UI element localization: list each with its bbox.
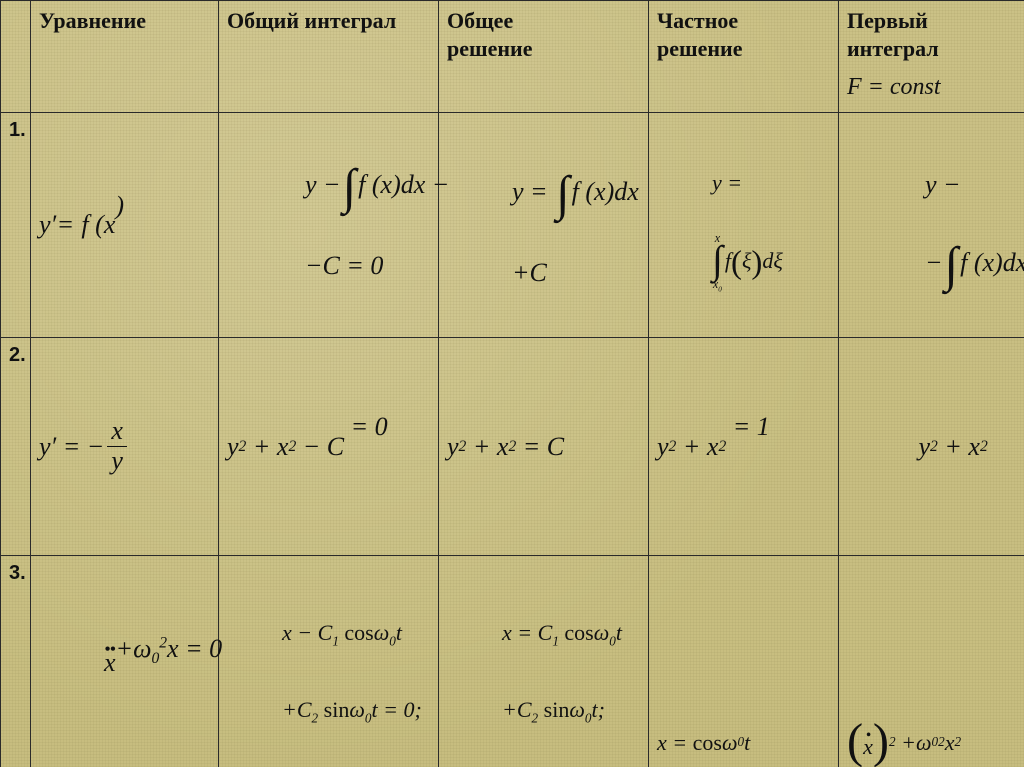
cell-general-solution: y = ∫f (x)dx +C	[439, 113, 649, 338]
header-num	[1, 1, 31, 113]
cell-first-integral: y2 + x2	[839, 337, 1024, 555]
row-number: 3.	[1, 555, 31, 767]
cell-first-integral: y − −∫f (x)dx	[839, 113, 1024, 338]
cell-particular-solution: x = cosω0t	[649, 555, 839, 767]
header-general-integral: Общий интеграл	[219, 1, 439, 113]
cell-general-integral: x − C1 cosω0t +C2 sinω0t = 0; x − A sin(…	[219, 555, 439, 767]
header-particular-solution-l1: Частное	[657, 8, 738, 33]
header-particular-solution: Частное решение	[649, 1, 839, 113]
table-row: 2. y′ = −xy y2 + x2 − C = 0 y2 + x2 = C …	[1, 337, 1024, 555]
row-number: 2.	[1, 337, 31, 555]
cell-particular-solution: y2 + x2 = 1	[649, 337, 839, 555]
table-row: 3. ••x+ω02x = 0 x − C1 cosω0t +C2 sinω0t…	[1, 555, 1024, 767]
cell-general-solution: x = C1 cosω0t +C2 sinω0t; x = A sin(ω0t …	[439, 555, 649, 767]
cell-general-integral: y2 + x2 − C = 0	[219, 337, 439, 555]
header-equation: Уравнение	[31, 1, 219, 113]
header-row: Уравнение Общий интеграл Общее решение Ч…	[1, 1, 1024, 113]
cell-general-solution: y2 + x2 = C	[439, 337, 649, 555]
header-first-integral: Первый интеграл F = const	[839, 1, 1024, 113]
cell-equation: y′ = −xy	[31, 337, 219, 555]
cell-general-integral: y −∫f (x)dx − −C = 0	[219, 113, 439, 338]
row-number: 1.	[1, 113, 31, 338]
cell-first-integral: (•x)2 +ω02x2	[839, 555, 1024, 767]
header-first-integral-sub: F = const	[847, 72, 1016, 102]
ode-table: Уравнение Общий интеграл Общее решение Ч…	[0, 0, 1024, 767]
cell-equation: ••x+ω02x = 0	[31, 555, 219, 767]
header-first-integral-title: Первый интеграл	[847, 8, 939, 61]
table-row: 1. y′= f (x) y −∫f (x)dx − −C = 0 y = ∫f…	[1, 113, 1024, 338]
header-general-solution-l1: Общее	[447, 8, 513, 33]
header-particular-solution-l2: решение	[657, 36, 742, 61]
cell-equation: y′= f (x)	[31, 113, 219, 338]
header-general-solution-l2: решение	[447, 36, 532, 61]
header-general-solution: Общее решение	[439, 1, 649, 113]
cell-particular-solution: y = x ∫ x0 f(ξ)dξ	[649, 113, 839, 338]
